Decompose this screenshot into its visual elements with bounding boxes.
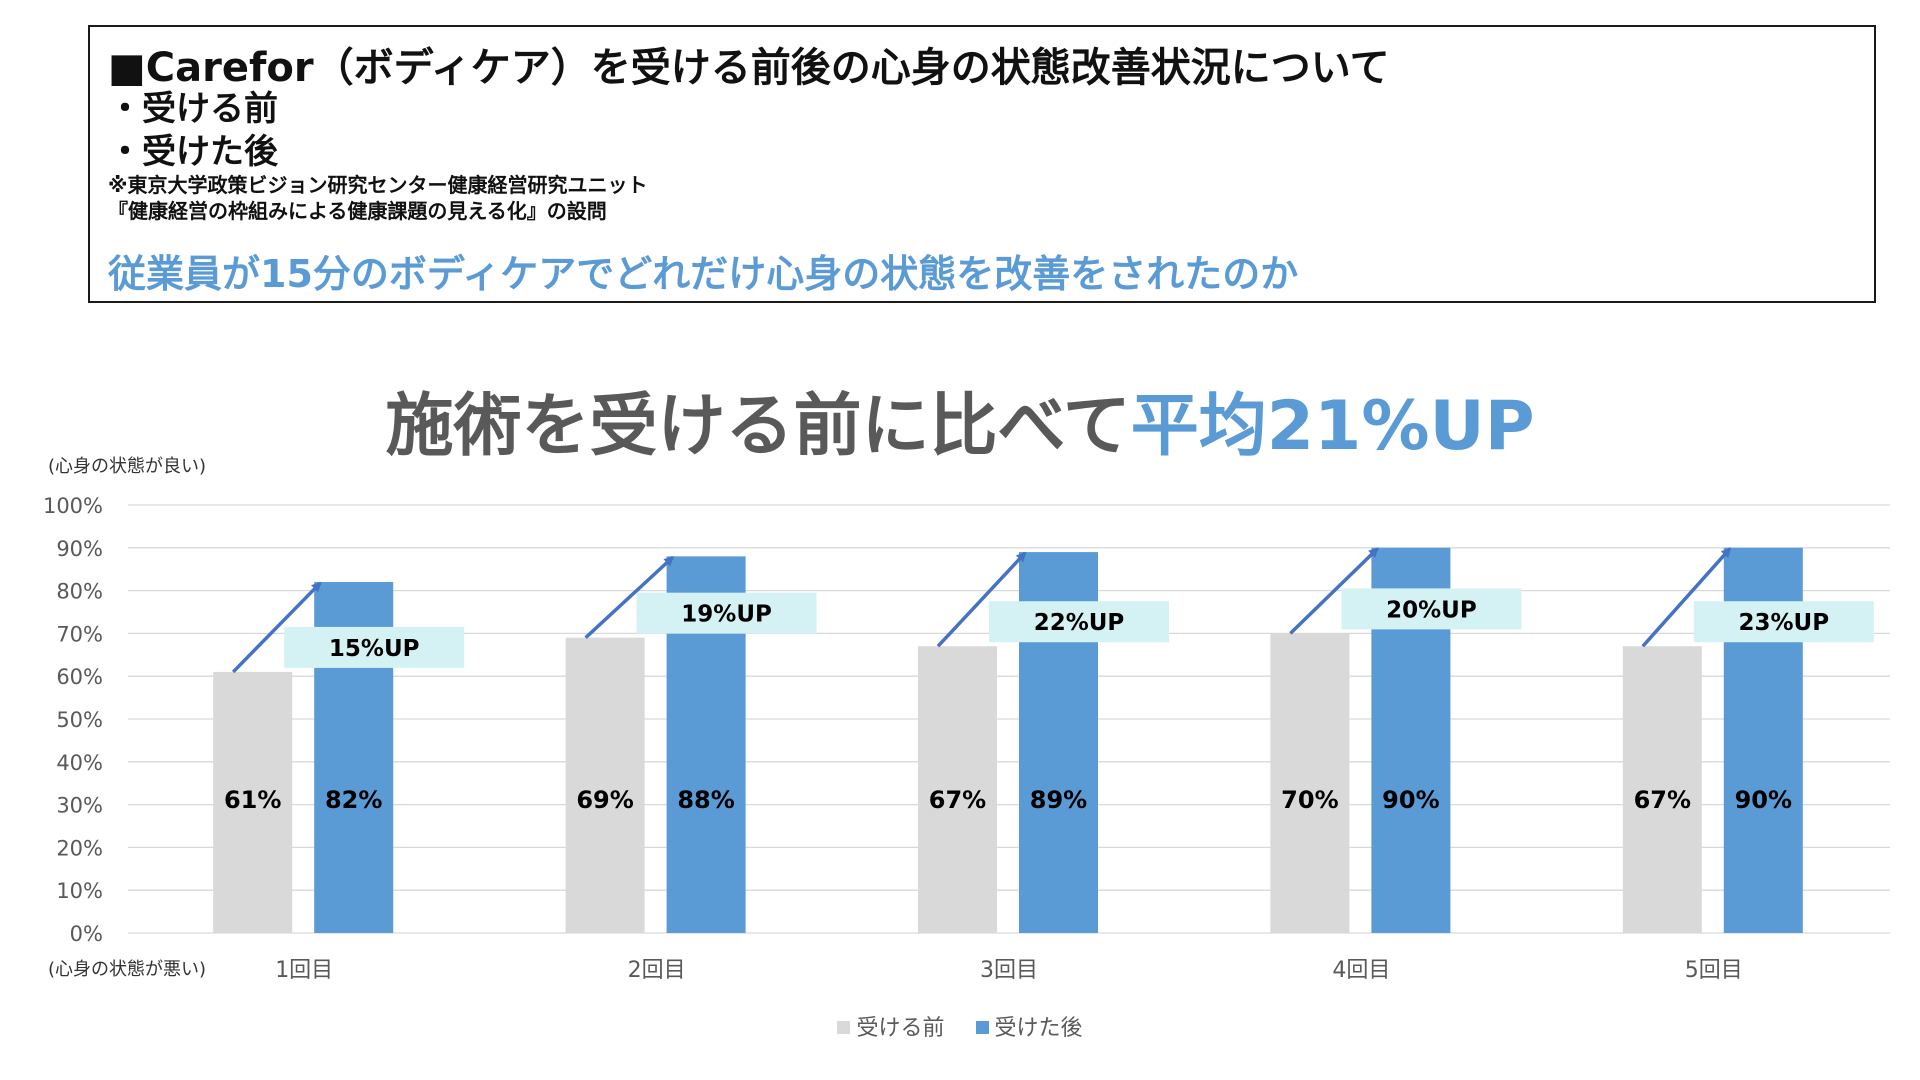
improvement-arrow <box>584 556 675 639</box>
x-tick-label: 2回目 <box>628 958 686 983</box>
legend-item-before: 受ける前 <box>837 1010 945 1042</box>
data-label-after: 88% <box>677 786 734 814</box>
y-tick-label: 50% <box>56 708 103 732</box>
data-label-after: 89% <box>1030 786 1087 814</box>
data-label-after: 90% <box>1382 786 1439 814</box>
y-tick-label: 20% <box>56 836 103 860</box>
data-label-before: 69% <box>576 786 633 814</box>
x-tick-label: 1回目 <box>275 958 333 983</box>
data-label-after: 90% <box>1735 786 1792 814</box>
survey-heading: ■Carefor（ボディケア）を受ける前後の心身の状態改善状況について <box>108 45 1390 91</box>
improvement-arrow <box>1289 547 1379 635</box>
improvement-label: 23%UP <box>1739 610 1830 636</box>
improvement-badge <box>1693 601 1874 643</box>
improvement-label: 22%UP <box>1034 610 1125 636</box>
chart-legend: 受ける前 受けた後 <box>0 1010 1920 1042</box>
bar-before <box>1270 633 1350 933</box>
legend-swatch-after <box>975 1021 989 1034</box>
legend-label-before: 受ける前 <box>856 1016 945 1041</box>
improvement-badge <box>284 626 465 668</box>
y-tick-label: 0% <box>70 922 103 946</box>
headline-text: 施術を受ける前に比べて <box>385 387 1131 466</box>
y-tick-label: 40% <box>56 751 103 775</box>
data-label-before: 70% <box>1281 786 1338 814</box>
improvement-badge <box>636 592 817 634</box>
source-note-line1: ※東京大学政策ビジョン研究センター健康経営研究ユニット <box>108 173 648 197</box>
headline-highlight: 平均21%UP <box>1130 387 1535 466</box>
improvement-arrow <box>231 581 322 674</box>
improvement-label: 20%UP <box>1386 597 1477 623</box>
x-tick-label: 3回目 <box>980 958 1038 983</box>
bar-before <box>565 637 645 933</box>
bar-before <box>918 646 997 933</box>
data-label-before: 67% <box>929 786 986 814</box>
y-tick-label: 90% <box>56 537 103 561</box>
improvement-badge <box>989 601 1169 643</box>
legend-item-after: 受けた後 <box>975 1010 1083 1042</box>
y-tick-label: 60% <box>56 665 103 689</box>
y-tick-label: 10% <box>56 879 103 903</box>
data-label-after: 82% <box>325 786 382 814</box>
data-label-before: 61% <box>224 786 281 814</box>
chart-headline: 施術を受ける前に比べて平均21%UP <box>0 370 1920 469</box>
y-tick-label: 100% <box>43 494 103 518</box>
y-tick-label: 70% <box>56 622 103 646</box>
bullet-before: ・受ける前 <box>108 89 278 129</box>
improvement-arrow <box>936 551 1027 648</box>
y-tick-label: 80% <box>56 580 103 604</box>
axis-note-good: (心身の状態が良い) <box>48 456 207 477</box>
bullet-after: ・受けた後 <box>108 132 278 172</box>
improvement-badge <box>1341 588 1522 630</box>
info-box: ■Carefor（ボディケア）を受ける前後の心身の状態改善状況について ・受ける… <box>88 25 1876 303</box>
improvement-arrow <box>1641 547 1732 648</box>
x-tick-label: 5回目 <box>1685 958 1743 983</box>
axis-note-bad: (心身の状態が悪い) <box>48 959 207 980</box>
bar-before <box>213 671 293 933</box>
x-tick-label: 4回目 <box>1332 958 1390 983</box>
data-label-before: 67% <box>1634 786 1691 814</box>
bar-before <box>1622 646 1702 933</box>
survey-question: 従業員が15分のボディケアでどれだけ心身の状態を改善をされたのか <box>108 252 1299 296</box>
y-tick-label: 30% <box>56 794 103 818</box>
legend-label-after: 受けた後 <box>994 1016 1083 1041</box>
improvement-label: 15%UP <box>329 636 420 662</box>
improvement-label: 19%UP <box>681 602 772 628</box>
legend-swatch-before <box>837 1021 851 1034</box>
source-note-line2: 『健康経営の枠組みによる健康課題の見える化』の設問 <box>108 199 607 223</box>
